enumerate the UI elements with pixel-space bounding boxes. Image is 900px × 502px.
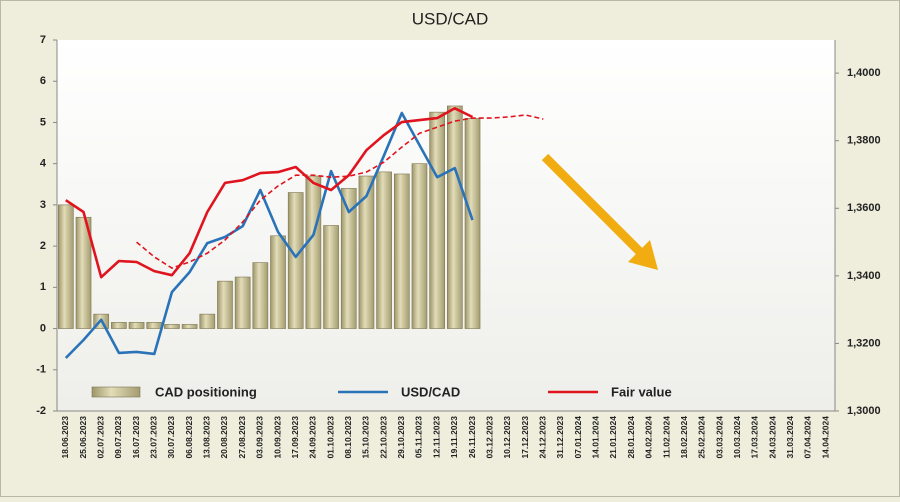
x-tick-label: 03.03.2024: [714, 416, 724, 459]
bar: [111, 322, 127, 329]
bar: [376, 171, 392, 329]
x-tick-label: 05.11.2023: [414, 416, 424, 458]
x-tick-label: 24.12.2023: [538, 416, 548, 459]
x-tick-label: 31.03.2024: [785, 416, 795, 459]
y-tick-label: -2: [36, 405, 46, 417]
x-tick-label: 02.07.2023: [95, 416, 105, 459]
x-tick-label: 30.07.2023: [166, 416, 176, 459]
y-tick-label: 0: [40, 322, 46, 334]
x-tick-label: 25.06.2023: [78, 416, 88, 459]
x-tick-label: 10.12.2023: [502, 416, 512, 459]
bar: [270, 235, 286, 329]
x-tick-label: 22.10.2023: [378, 416, 388, 459]
x-tick-label: 08.10.2023: [343, 416, 353, 459]
x-tick-label: 09.07.2023: [113, 416, 123, 459]
y-tick-label: 3: [40, 199, 46, 211]
trend-arrow-head: [628, 240, 658, 270]
x-tick-label: 27.08.2023: [237, 416, 247, 459]
legend-label: CAD positioning: [155, 384, 257, 399]
x-tick-label: 29.10.2023: [396, 416, 406, 459]
x-tick-label: 17.09.2023: [290, 416, 300, 459]
bar: [199, 313, 216, 329]
x-tick-label: 04.02.2024: [644, 416, 654, 459]
plot-area: [57, 40, 835, 411]
x-tick-label: 16.07.2023: [131, 416, 141, 459]
x-tick-label: 06.08.2023: [184, 416, 194, 459]
x-tick-label: 17.03.2024: [750, 416, 760, 459]
x-tick-label: 23.07.2023: [149, 416, 159, 459]
x-tick-label: 25.02.2024: [697, 416, 707, 459]
x-tick-label: 24.03.2024: [767, 416, 777, 459]
x-tick-label: 26.11.2023: [467, 416, 477, 458]
bar: [234, 276, 251, 329]
x-tick-label: 12.11.2023: [431, 416, 441, 458]
line: [64, 111, 474, 359]
bar: [128, 322, 145, 329]
bar: [181, 324, 198, 329]
x-tick-label: 13.08.2023: [202, 416, 212, 459]
dashed-line: [136, 114, 544, 269]
legend-swatch: [91, 386, 141, 398]
x-tick-label: 11.02.2024: [661, 416, 671, 458]
x-tick-label: 10.09.2023: [272, 416, 282, 459]
y2-tick-label: 1,3200: [847, 337, 881, 349]
bar: [447, 105, 463, 329]
x-tick-label: 20.08.2023: [219, 416, 229, 459]
x-tick-label: 19.11.2023: [449, 416, 459, 458]
bar: [358, 175, 375, 329]
y2-tick-label: 1,3400: [847, 270, 881, 282]
y-tick-label: 6: [40, 75, 46, 87]
y-tick-label: 4: [40, 158, 47, 170]
bar: [75, 216, 92, 329]
x-tick-label: 18.02.2024: [679, 416, 689, 459]
bar: [217, 280, 233, 329]
x-tick-label: 03.09.2023: [255, 416, 265, 459]
x-tick-label: 17.12.2023: [520, 416, 530, 459]
x-tick-label: 07.01.2024: [573, 416, 583, 459]
bar: [429, 111, 445, 329]
trend-arrow: [541, 153, 644, 256]
bar: [305, 175, 322, 329]
bar: [287, 192, 304, 329]
line: [65, 107, 474, 279]
bar: [340, 188, 357, 329]
x-tick-label: 07.04.2024: [803, 416, 813, 459]
y-tick-label: -1: [36, 364, 46, 376]
y2-tick-label: 1,3600: [847, 202, 881, 214]
bar: [393, 173, 410, 329]
x-tick-label: 10.03.2024: [732, 416, 742, 459]
y-tick-label: 5: [40, 116, 46, 128]
x-tick-label: 21.01.2024: [608, 416, 618, 459]
x-tick-label: 03.12.2023: [484, 416, 494, 459]
x-tick-label: 31.12.2023: [555, 416, 565, 459]
x-tick-label: 14.01.2024: [591, 416, 601, 459]
legend-label: USD/CAD: [401, 384, 460, 399]
x-tick-label: 28.01.2024: [626, 416, 636, 459]
x-tick-label: 01.10.2023: [325, 416, 335, 459]
x-tick-label: 15.10.2023: [361, 416, 371, 459]
y2-tick-label: 1,3000: [847, 405, 881, 417]
bar: [146, 322, 163, 329]
bar: [164, 324, 180, 329]
bar: [464, 118, 481, 329]
bar: [58, 204, 74, 329]
x-tick-label: 24.09.2023: [308, 416, 318, 459]
y-tick-label: 2: [40, 240, 46, 252]
bar: [323, 225, 339, 329]
y2-tick-label: 1,4000: [847, 67, 881, 79]
x-tick-label: 18.06.2023: [60, 416, 70, 459]
chart-title: USD/CAD: [412, 9, 489, 28]
legend-label: Fair value: [611, 384, 672, 399]
y-tick-label: 7: [40, 34, 46, 46]
bar: [252, 262, 269, 329]
y2-tick-label: 1,3800: [847, 135, 881, 147]
bar: [411, 163, 428, 329]
x-tick-label: 14.04.2024: [820, 416, 830, 459]
y-tick-label: 1: [40, 281, 46, 293]
